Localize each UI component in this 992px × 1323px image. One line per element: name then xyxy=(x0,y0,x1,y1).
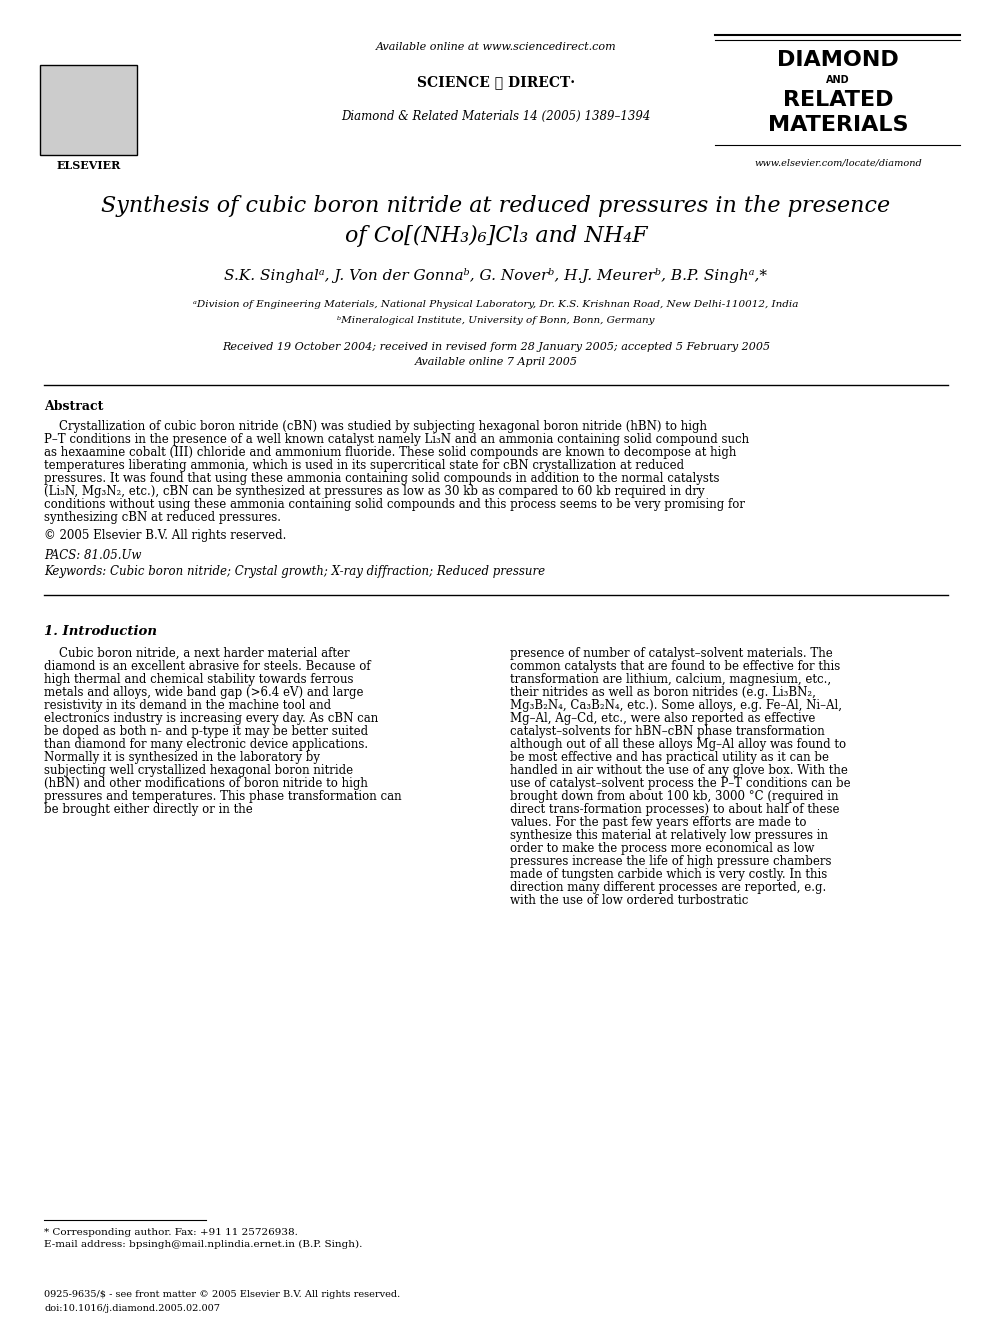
Text: metals and alloys, wide band gap (>6.4 eV) and large: metals and alloys, wide band gap (>6.4 e… xyxy=(45,687,364,699)
Text: pressures and temperatures. This phase transformation can: pressures and temperatures. This phase t… xyxy=(45,790,402,803)
Text: (hBN) and other modifications of boron nitride to high: (hBN) and other modifications of boron n… xyxy=(45,777,368,790)
Text: P–T conditions in the presence of a well known catalyst namely Li₃N and an ammon: P–T conditions in the presence of a well… xyxy=(45,433,750,446)
Text: synthesizing cBN at reduced pressures.: synthesizing cBN at reduced pressures. xyxy=(45,511,282,524)
Text: ᵇMineralogical Institute, University of Bonn, Bonn, Germany: ᵇMineralogical Institute, University of … xyxy=(337,316,655,325)
Text: RELATED: RELATED xyxy=(783,90,893,110)
Text: presence of number of catalyst–solvent materials. The: presence of number of catalyst–solvent m… xyxy=(510,647,832,660)
Text: Keywords: Cubic boron nitride; Crystal growth; X-ray diffraction; Reduced pressu: Keywords: Cubic boron nitride; Crystal g… xyxy=(45,565,546,578)
Text: PACS: 81.05.Uw: PACS: 81.05.Uw xyxy=(45,549,142,562)
Text: Diamond & Related Materials 14 (2005) 1389–1394: Diamond & Related Materials 14 (2005) 13… xyxy=(341,110,651,123)
Text: synthesize this material at relatively low pressures in: synthesize this material at relatively l… xyxy=(510,830,827,841)
Text: their nitrides as well as boron nitrides (e.g. Li₃BN₂,: their nitrides as well as boron nitrides… xyxy=(510,687,815,699)
Text: conditions without using these ammonia containing solid compounds and this proce: conditions without using these ammonia c… xyxy=(45,497,745,511)
Text: than diamond for many electronic device applications.: than diamond for many electronic device … xyxy=(45,738,369,751)
Text: catalyst–solvents for hBN–cBN phase transformation: catalyst–solvents for hBN–cBN phase tran… xyxy=(510,725,824,738)
Text: DIAMOND: DIAMOND xyxy=(777,50,899,70)
FancyBboxPatch shape xyxy=(40,65,138,155)
Text: made of tungsten carbide which is very costly. In this: made of tungsten carbide which is very c… xyxy=(510,868,827,881)
Text: pressures. It was found that using these ammonia containing solid compounds in a: pressures. It was found that using these… xyxy=(45,472,720,486)
Text: MATERIALS: MATERIALS xyxy=(768,115,908,135)
Text: direction many different processes are reported, e.g.: direction many different processes are r… xyxy=(510,881,826,894)
Text: subjecting well crystallized hexagonal boron nitride: subjecting well crystallized hexagonal b… xyxy=(45,763,353,777)
Text: electronics industry is increasing every day. As cBN can: electronics industry is increasing every… xyxy=(45,712,379,725)
Text: E-mail address: bpsingh@mail.nplindia.ernet.in (B.P. Singh).: E-mail address: bpsingh@mail.nplindia.er… xyxy=(45,1240,363,1249)
Text: of Co[(NH₃)₆]Cl₃ and NH₄F: of Co[(NH₃)₆]Cl₃ and NH₄F xyxy=(344,225,648,247)
Text: Normally it is synthesized in the laboratory by: Normally it is synthesized in the labora… xyxy=(45,751,320,763)
Text: transformation are lithium, calcium, magnesium, etc.,: transformation are lithium, calcium, mag… xyxy=(510,673,831,687)
Text: common catalysts that are found to be effective for this: common catalysts that are found to be ef… xyxy=(510,660,840,673)
Text: * Corresponding author. Fax: +91 11 25726938.: * Corresponding author. Fax: +91 11 2572… xyxy=(45,1228,299,1237)
Text: pressures increase the life of high pressure chambers: pressures increase the life of high pres… xyxy=(510,855,831,868)
Text: 0925-9635/$ - see front matter © 2005 Elsevier B.V. All rights reserved.: 0925-9635/$ - see front matter © 2005 El… xyxy=(45,1290,401,1299)
Text: Abstract: Abstract xyxy=(45,400,104,413)
Text: handled in air without the use of any glove box. With the: handled in air without the use of any gl… xyxy=(510,763,847,777)
Text: use of catalyst–solvent process the P–T conditions can be: use of catalyst–solvent process the P–T … xyxy=(510,777,850,790)
Text: www.elsevier.com/locate/diamond: www.elsevier.com/locate/diamond xyxy=(754,157,922,167)
Text: be doped as both n- and p-type it may be better suited: be doped as both n- and p-type it may be… xyxy=(45,725,369,738)
Text: diamond is an excellent abrasive for steels. Because of: diamond is an excellent abrasive for ste… xyxy=(45,660,371,673)
Text: 1. Introduction: 1. Introduction xyxy=(45,624,158,638)
Text: S.K. Singhalᵃ, J. Von der Gonnaᵇ, G. Noverᵇ, H.J. Meurerᵇ, B.P. Singhᵃ,*: S.K. Singhalᵃ, J. Von der Gonnaᵇ, G. Nov… xyxy=(224,269,768,283)
Text: Received 19 October 2004; received in revised form 28 January 2005; accepted 5 F: Received 19 October 2004; received in re… xyxy=(222,343,770,352)
Text: ELSEVIER: ELSEVIER xyxy=(57,160,121,171)
Text: doi:10.1016/j.diamond.2005.02.007: doi:10.1016/j.diamond.2005.02.007 xyxy=(45,1304,220,1312)
Text: Available online 7 April 2005: Available online 7 April 2005 xyxy=(415,357,577,366)
Text: Synthesis of cubic boron nitride at reduced pressures in the presence: Synthesis of cubic boron nitride at redu… xyxy=(101,194,891,217)
Text: Available online at www.sciencedirect.com: Available online at www.sciencedirect.co… xyxy=(376,42,616,52)
Text: although out of all these alloys Mg–Al alloy was found to: although out of all these alloys Mg–Al a… xyxy=(510,738,846,751)
Text: order to make the process more economical as low: order to make the process more economica… xyxy=(510,841,814,855)
Text: resistivity in its demand in the machine tool and: resistivity in its demand in the machine… xyxy=(45,699,331,712)
Text: Mg–Al, Ag–Cd, etc., were also reported as effective: Mg–Al, Ag–Cd, etc., were also reported a… xyxy=(510,712,815,725)
Text: temperatures liberating ammonia, which is used in its supercritical state for cB: temperatures liberating ammonia, which i… xyxy=(45,459,684,472)
Text: as hexaamine cobalt (III) chloride and ammonium fluoride. These solid compounds : as hexaamine cobalt (III) chloride and a… xyxy=(45,446,737,459)
Text: ᵃDivision of Engineering Materials, National Physical Laboratory, Dr. K.S. Krish: ᵃDivision of Engineering Materials, Nati… xyxy=(193,300,799,310)
Text: with the use of low ordered turbostratic: with the use of low ordered turbostratic xyxy=(510,894,748,908)
Text: be brought either directly or in the: be brought either directly or in the xyxy=(45,803,253,816)
Text: © 2005 Elsevier B.V. All rights reserved.: © 2005 Elsevier B.V. All rights reserved… xyxy=(45,529,287,542)
Text: Mg₃B₂N₄, Ca₃B₂N₄, etc.). Some alloys, e.g. Fe–Al, Ni–Al,: Mg₃B₂N₄, Ca₃B₂N₄, etc.). Some alloys, e.… xyxy=(510,699,842,712)
Text: direct trans-formation processes) to about half of these: direct trans-formation processes) to abo… xyxy=(510,803,839,816)
Text: values. For the past few years efforts are made to: values. For the past few years efforts a… xyxy=(510,816,806,830)
Text: (Li₃N, Mg₃N₂, etc.), cBN can be synthesized at pressures as low as 30 kb as comp: (Li₃N, Mg₃N₂, etc.), cBN can be synthesi… xyxy=(45,486,705,497)
Text: be most effective and has practical utility as it can be: be most effective and has practical util… xyxy=(510,751,828,763)
Text: Crystallization of cubic boron nitride (cBN) was studied by subjecting hexagonal: Crystallization of cubic boron nitride (… xyxy=(45,419,707,433)
Text: brought down from about 100 kb, 3000 °C (required in: brought down from about 100 kb, 3000 °C … xyxy=(510,790,838,803)
Text: AND: AND xyxy=(826,75,850,85)
Text: Cubic boron nitride, a next harder material after: Cubic boron nitride, a next harder mater… xyxy=(45,647,350,660)
Text: SCIENCE ⓐ DIRECT·: SCIENCE ⓐ DIRECT· xyxy=(417,75,575,89)
Text: high thermal and chemical stability towards ferrous: high thermal and chemical stability towa… xyxy=(45,673,354,687)
